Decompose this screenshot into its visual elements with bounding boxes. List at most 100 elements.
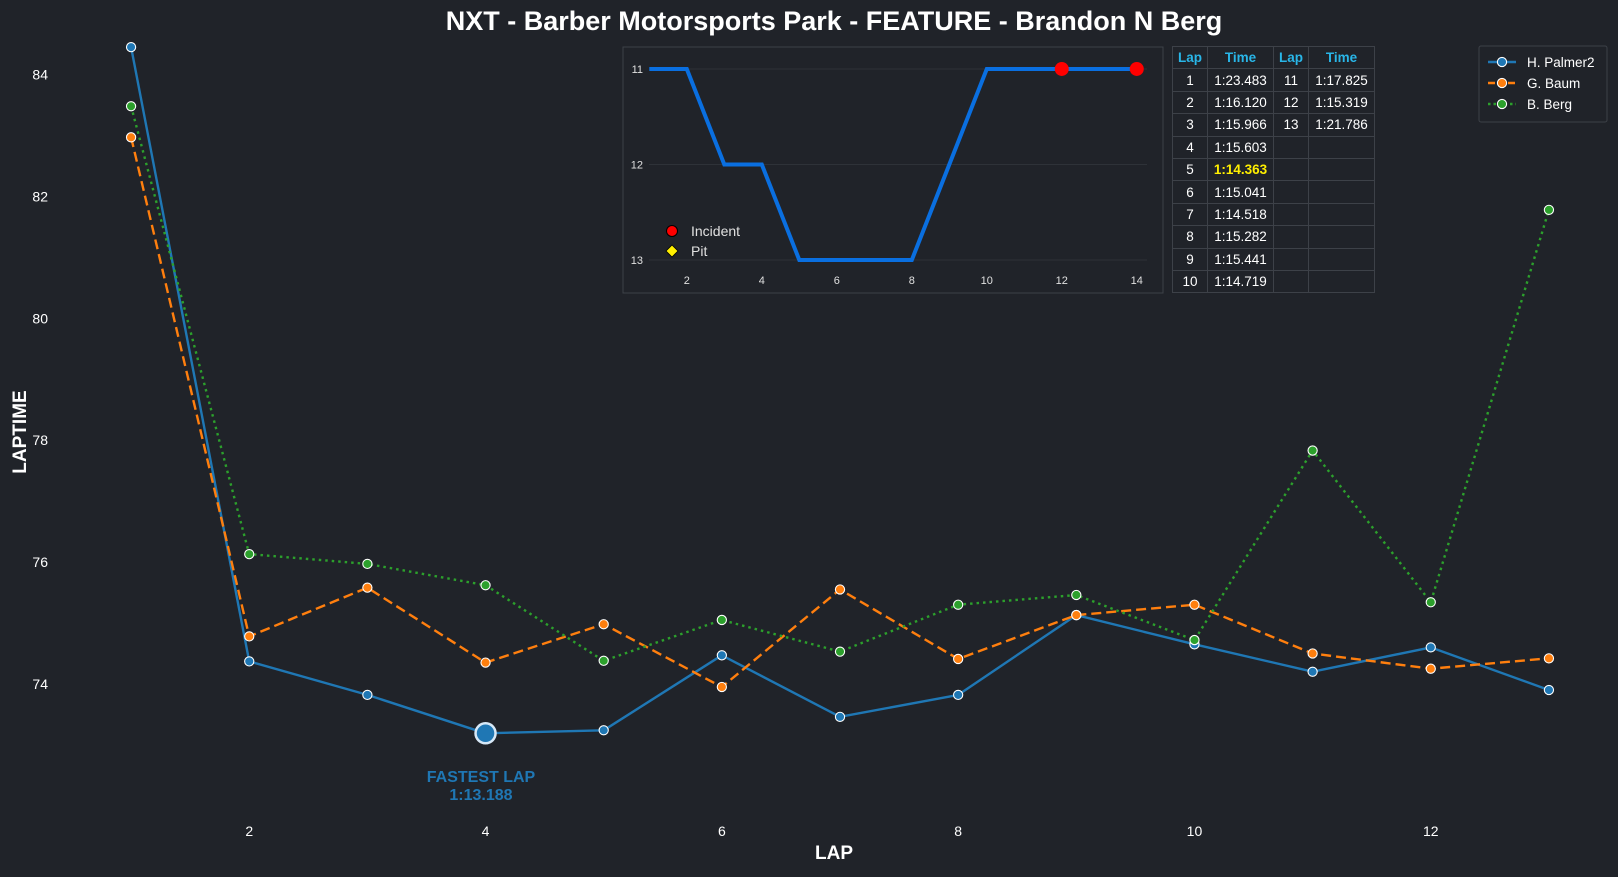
inset-y-tick-label: 12: [631, 159, 643, 171]
data-point: [125, 132, 137, 143]
pit-legend-marker: [665, 244, 679, 258]
table-cell: [1308, 157, 1376, 182]
legend-swatch-marker: [1496, 77, 1508, 89]
x-tick-label: 8: [954, 823, 962, 839]
y-tick-label: 82: [32, 188, 48, 204]
y-tick-label: 78: [32, 432, 48, 448]
table-row: 9 1:15.441: [1171, 247, 1376, 271]
y-tick-label: 84: [32, 67, 48, 83]
data-point: [244, 631, 255, 642]
table-cell: 1:14.518: [1207, 202, 1275, 227]
pit-legend-label: Pit: [691, 243, 707, 259]
data-point: [834, 646, 846, 657]
table-cell: [1273, 135, 1310, 159]
table-cell: 1:15.041: [1207, 180, 1275, 204]
table-cell: 1:23.483: [1207, 68, 1275, 92]
data-point: [1071, 589, 1082, 601]
data-point: [1425, 597, 1436, 608]
table-row: 2 1:16.120 12 1:15.319: [1171, 90, 1376, 115]
table-cell: 8: [1171, 225, 1209, 249]
inset-x-tick-label: 6: [834, 275, 840, 287]
inset-x-tick-label: 12: [1056, 275, 1068, 287]
y-tick-label: 80: [32, 310, 48, 326]
table-row: 7 1:14.518: [1171, 202, 1376, 227]
data-point: [1189, 634, 1200, 646]
inset-x-tick-label: 4: [759, 275, 765, 287]
table-cell: 7: [1171, 202, 1209, 227]
table-cell: [1308, 180, 1376, 204]
data-point: [953, 599, 964, 610]
data-point: [362, 558, 373, 570]
table-row: 1 1:23.483 11 1:17.825: [1171, 68, 1376, 92]
inset-x-tick-label: 8: [909, 275, 915, 287]
data-point: [834, 711, 846, 722]
table-cell: 11: [1273, 68, 1310, 92]
data-point: [953, 653, 964, 665]
data-point: [480, 580, 491, 591]
chart-title: NXT - Barber Motorsports Park - FEATURE …: [446, 6, 1223, 36]
table-row: 3 1:15.966 13 1:21.786: [1171, 113, 1376, 137]
legend-label: G. Baum: [1527, 76, 1580, 91]
table-cell: [1308, 269, 1376, 294]
incident-marker: [1054, 61, 1069, 76]
y-axis-label: LAPTIME: [10, 390, 31, 473]
table-cell: 5: [1171, 157, 1209, 182]
data-point: [598, 725, 609, 736]
incident-marker: [1129, 61, 1144, 76]
inset-frame: [622, 46, 1164, 294]
legend-swatch-marker: [1496, 56, 1508, 68]
table-row: 10 1:14.719: [1171, 269, 1376, 294]
data-point: [716, 681, 727, 693]
table-cell: 1:17.825: [1308, 68, 1376, 92]
inset-x-tick-label: 2: [684, 275, 690, 287]
data-point: [1071, 609, 1082, 621]
series-legend: H. Palmer2 G. Baum B. Berg: [1478, 45, 1608, 123]
x-tick-label: 10: [1187, 823, 1203, 839]
table-row: 8 1:15.282: [1171, 225, 1376, 249]
data-point: [1189, 599, 1200, 610]
fastest-lap-time: 1:13.188: [449, 787, 512, 804]
table-cell: [1308, 225, 1376, 249]
table-cell: [1308, 135, 1376, 159]
table-cell: 6: [1171, 180, 1209, 204]
table-row: 4 1:15.603: [1171, 135, 1376, 159]
x-tick-label: 12: [1423, 823, 1439, 839]
data-point: [598, 655, 609, 666]
data-point: [1543, 653, 1555, 664]
data-point: [244, 656, 255, 667]
fastest-lap-ring: [474, 722, 497, 745]
x-tick-label: 6: [718, 823, 726, 839]
data-point: [716, 614, 727, 626]
fastest-lap-time-cell: 1:14.363: [1207, 157, 1275, 182]
table-cell: [1273, 202, 1310, 227]
data-point: [362, 582, 373, 593]
data-point: [598, 619, 609, 630]
data-point: [125, 101, 137, 112]
table-cell: [1273, 180, 1310, 204]
table-cell: [1308, 202, 1376, 227]
legend-label: H. Palmer2: [1527, 55, 1595, 70]
x-tick-label: 2: [245, 823, 253, 839]
data-point: [362, 689, 373, 701]
table-header-time: Time: [1207, 45, 1275, 70]
x-axis-label: LAP: [815, 843, 853, 864]
table-cell: [1273, 157, 1310, 182]
table-cell: 3: [1171, 113, 1209, 137]
table-cell: 1:15.282: [1207, 225, 1275, 249]
data-point: [1307, 666, 1318, 677]
y-tick-label: 74: [32, 676, 48, 692]
table-header-time: Time: [1308, 45, 1376, 70]
table-row: 5 1:14.363: [1171, 157, 1376, 182]
table-cell: 1:15.441: [1207, 247, 1275, 271]
table-header-lap: Lap: [1171, 45, 1209, 70]
data-point: [1425, 663, 1436, 674]
legend-swatch-marker: [1496, 98, 1508, 110]
table-cell: 4: [1171, 135, 1209, 159]
table-cell: 1: [1171, 68, 1209, 92]
incident-legend-marker: [666, 225, 678, 237]
table-cell: 1:21.786: [1308, 113, 1376, 137]
